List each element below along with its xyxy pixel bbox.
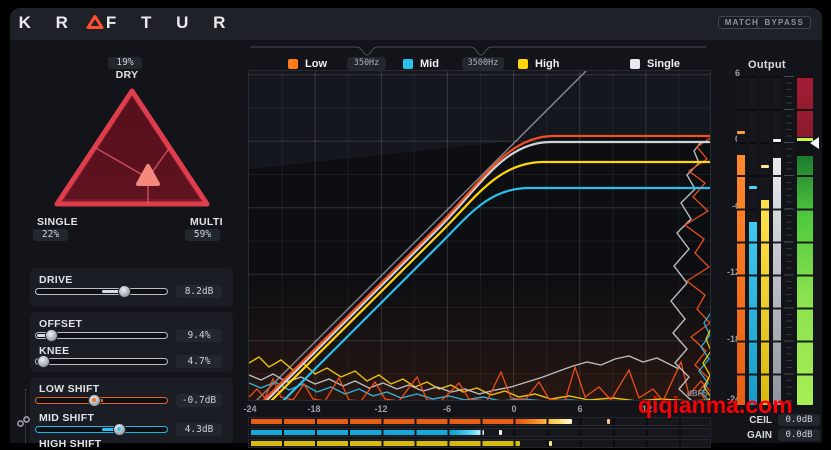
mid-shift-slider[interactable] <box>35 423 168 436</box>
multi-value-box[interactable]: 59% <box>185 229 220 241</box>
logo-text-suffix: F T U R <box>105 13 236 32</box>
dry-label: DRY <box>115 69 139 81</box>
drive-slider[interactable] <box>35 285 168 298</box>
high-band-tab[interactable]: High <box>535 58 560 70</box>
ceil-value-box[interactable]: 0.0dB <box>778 414 820 426</box>
drive-label: DRIVE <box>39 274 73 286</box>
high-band-output-meter <box>761 76 769 405</box>
knee-slider[interactable] <box>35 355 168 368</box>
low-band-swatch[interactable] <box>288 59 298 69</box>
bypass-button[interactable]: BYPASS <box>757 16 811 29</box>
offset-label: OFFSET <box>39 318 83 330</box>
single-band-output-meter <box>773 76 781 405</box>
single-label: SINGLE <box>37 216 78 228</box>
ceil-label: CEIL <box>749 415 772 426</box>
single-band-curve <box>265 140 710 400</box>
unity-line <box>256 71 587 400</box>
dry-value-box[interactable]: 19% <box>108 57 142 69</box>
single-band-spectrum <box>249 355 680 395</box>
low-band-level-meter <box>248 417 711 426</box>
offset-value-box[interactable]: 9.4% <box>176 329 222 342</box>
logo-triangle-icon <box>86 15 104 29</box>
high-band-out-histogram <box>702 328 710 400</box>
low-mid-crossover-box[interactable]: 350Hz <box>347 57 386 70</box>
mid-output-peak-tick <box>749 186 757 189</box>
low-band-tab[interactable]: Low <box>305 58 327 70</box>
mid-high-crossover-box[interactable]: 3500Hz <box>462 57 504 70</box>
mid-band-out-histogram <box>698 312 710 400</box>
knee-label: KNEE <box>39 345 70 357</box>
low-band-output-meter <box>737 76 745 405</box>
transfer-curve-display[interactable]: dBFS <box>248 70 711 401</box>
high-band-swatch[interactable] <box>518 59 528 69</box>
single-value-box[interactable]: 22% <box>33 229 68 241</box>
drive-slider-handle[interactable] <box>118 285 131 298</box>
triangle-mix-pad[interactable] <box>47 82 217 214</box>
mid-band-peak-tick <box>499 430 502 435</box>
low-band-spectrum <box>249 360 710 400</box>
single-band-swatch[interactable] <box>630 59 640 69</box>
shift-link-bracket <box>25 389 26 443</box>
single-output-peak-tick <box>773 139 781 142</box>
pad-handle-icon <box>136 164 160 186</box>
x-axis-unit: dBFS <box>687 389 708 398</box>
high-shift-label: HIGH SHIFT <box>39 438 102 450</box>
low-shift-slider-handle[interactable] <box>88 394 101 407</box>
ceiling-shade <box>249 71 710 169</box>
mid-shift-slider-handle[interactable] <box>113 423 126 436</box>
watermark: qiqianma.com <box>638 392 793 418</box>
low-shift-label: LOW SHIFT <box>39 383 100 395</box>
low-band-curve <box>262 134 710 400</box>
multi-label: MULTI <box>190 216 223 228</box>
low-band-peak-tick <box>607 419 610 424</box>
main-output-meter <box>797 76 813 405</box>
low-band-out-histogram <box>683 137 710 400</box>
offset-slider[interactable] <box>35 329 168 342</box>
gain-label: GAIN <box>747 430 772 441</box>
low-shift-slider[interactable] <box>35 394 168 407</box>
link-icon[interactable] <box>16 415 31 428</box>
gain-value-box[interactable]: 0.0dB <box>778 429 820 441</box>
mid-shift-value-box[interactable]: 4.3dB <box>176 423 222 436</box>
output-section-label: Output <box>748 59 786 71</box>
single-band-out-histogram <box>670 141 702 400</box>
logo-text-prefix: K R <box>18 13 78 32</box>
single-band-tab[interactable]: Single <box>647 58 681 70</box>
high-band-peak-tick <box>549 441 552 446</box>
offset-slider-handle[interactable] <box>45 329 58 342</box>
high-band-level-meter <box>248 439 711 448</box>
low-shift-value-box[interactable]: -0.7dB <box>176 394 222 407</box>
high-band-curve <box>270 160 710 400</box>
mid-band-swatch[interactable] <box>403 59 413 69</box>
mid-band-output-meter <box>749 76 757 405</box>
mid-shift-label: MID SHIFT <box>39 412 95 424</box>
crossover-bracket <box>250 46 706 56</box>
mid-band-tab[interactable]: Mid <box>420 58 439 70</box>
output-meter-ruler <box>784 76 794 405</box>
drive-value-box[interactable]: 8.2dB <box>176 285 222 298</box>
low-output-peak-tick <box>737 131 745 134</box>
knee-value-box[interactable]: 4.7% <box>176 355 222 368</box>
knee-slider-handle[interactable] <box>37 355 50 368</box>
mid-band-level-meter <box>248 428 711 437</box>
high-output-peak-tick <box>761 165 769 168</box>
mid-band-curve <box>282 186 710 400</box>
output-marker-icon[interactable] <box>810 137 819 149</box>
